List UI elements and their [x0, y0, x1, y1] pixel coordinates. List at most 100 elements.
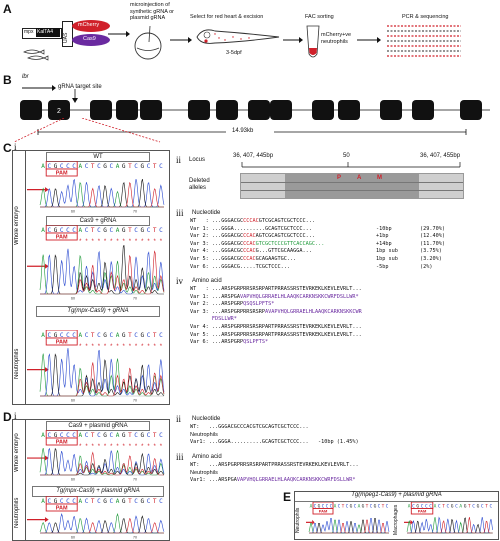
aa-id: Var 2: [190, 301, 212, 308]
nuc-var1-d-text: Var1: ...GGGA..........GCAGTCGCTCCC... -… [190, 439, 359, 445]
panel-label-e: E [283, 490, 292, 504]
base-call: G [103, 432, 107, 439]
neutrophils-sub-d1: Neutrophils [190, 432, 218, 438]
base-call: T [153, 432, 157, 439]
base-call: C [446, 504, 449, 510]
base-call: C [429, 504, 432, 510]
trace-G [309, 518, 389, 534]
cas9-label: Cas9 [83, 36, 96, 42]
base-call: G [122, 498, 126, 505]
aa-mut-part: VAPVHQLGRRAELHLAAQKCARKNSKKCWRFDSLLWR* [239, 293, 359, 300]
nuc-freq: (12.40%) [420, 233, 445, 240]
amino-acid-row: Var 5: ...ARSPGRPRRSRSRPARTPRRASSRSTEVRK… [190, 332, 495, 340]
aa-wt-part: ...ARSPGRPRRSRSRPARTPRRASSRSTEVRKEKLKEVL… [211, 331, 362, 338]
kalta4-label: KalTA4 [37, 29, 54, 35]
mismatch-star: * [135, 444, 138, 450]
exon [140, 100, 162, 120]
aa-id: Var 3: [190, 308, 212, 315]
mismatch-star: * [104, 239, 107, 245]
base-call: C [66, 227, 70, 234]
base-call: C [97, 432, 101, 439]
mismatch-star: * [98, 344, 101, 350]
aa-wt-part: ...ARSPGRP [211, 301, 244, 308]
base-call: C [386, 504, 389, 510]
nucleotide-row: Var 6: ...GGGACG.....TCGCTCCC... -5bp (2%) [190, 264, 495, 272]
panel-c-ii: ii [176, 155, 182, 165]
mismatch-star: * [154, 239, 157, 245]
arrow-icon [170, 37, 192, 43]
base-call: C [346, 504, 349, 510]
nuc-change: -5bp [376, 263, 389, 270]
base-call: C [109, 163, 113, 170]
mismatch-star: * [110, 344, 113, 350]
aa-id: Var 1: [190, 293, 212, 300]
tick-label: 70 [133, 536, 137, 540]
base-call: C [72, 163, 76, 170]
base-call: C [47, 432, 51, 439]
nuc-a: ...GGGACGC [211, 218, 244, 224]
pam-box: PAM [45, 225, 78, 241]
base-call: A [78, 332, 82, 339]
amino-acid-title-d: Amino acid [192, 454, 222, 460]
mismatch-star: * [135, 239, 138, 245]
base-call: C [134, 332, 138, 339]
locus-left: 36, 407, 445bp [233, 153, 274, 159]
sequencing-reads-icon [387, 25, 461, 57]
nuc-id: WT : [190, 218, 212, 224]
target-pointer-icon [72, 89, 78, 103]
nuc-c: AGTCGCAGTCGCTCCC... [255, 233, 315, 240]
base-call: C [85, 498, 89, 505]
aa-mut-part: QSQSLPFTS* [243, 301, 275, 308]
arrow-icon [283, 37, 303, 43]
base-call: T [91, 432, 95, 439]
mismatch-star: * [116, 239, 119, 245]
nuc-b: CCAC [243, 240, 256, 247]
panel-label-a: A [3, 2, 12, 16]
panel-label-b: B [3, 73, 12, 87]
base-call: T [91, 163, 95, 170]
base-call: T [91, 227, 95, 234]
base-call: C [438, 504, 441, 510]
base-call: A [116, 432, 120, 439]
locus-mid: 50 [343, 153, 350, 159]
nuc-a: ...GGGA [211, 225, 234, 232]
base-call: C [489, 504, 492, 510]
base-call: C [472, 504, 475, 510]
tick-label: 70 [133, 210, 137, 214]
base-call: T [468, 504, 471, 510]
aa-id: Var 5: [190, 331, 212, 338]
base-call: A [116, 498, 120, 505]
chromatogram-cas9-grna: Cas9 + gRNA A C G C C C A C T C G C A G T C G C T C PAM * * * * *… [26, 214, 168, 302]
chromatogram-wt: WT A C G C C C A C T C G C A G T C G C T C PAM 60 70 [26, 150, 168, 213]
amino-acid-title-c: Amino acid [192, 278, 222, 284]
base-call: C [322, 504, 325, 510]
base-call: C [134, 227, 138, 234]
base-call: T [485, 504, 488, 510]
base-call: A [78, 498, 82, 505]
nuc-a: ...GGGACGC [211, 233, 244, 240]
zoom-guide [13, 118, 161, 143]
locus-right: 36, 407, 455bp [420, 153, 461, 159]
nuc-a: ...GGGACGC [211, 248, 244, 255]
panel-c-iv: iv [176, 276, 184, 286]
base-call: A [116, 163, 120, 170]
panel-d-i: i [14, 411, 17, 421]
base-call: A [41, 163, 45, 170]
base-call: T [91, 498, 95, 505]
panel-label-c: C [3, 141, 12, 155]
exon [412, 100, 434, 120]
trace-G [40, 447, 165, 476]
nuc-a: ...GGGACGC [211, 255, 244, 262]
mismatch-star: * [147, 239, 150, 245]
base-call: T [128, 332, 132, 339]
deleted-alleles-track: P A M [240, 173, 464, 199]
mismatch-star: * [129, 344, 132, 350]
mismatch-star: * [116, 444, 119, 450]
zebrafish-parents-icon [23, 49, 49, 61]
microinjection-text: microinjection of synthetic gRNA or plas… [130, 2, 175, 21]
tube-icon [306, 25, 320, 58]
aa-id: Var 6: [190, 339, 212, 346]
nuc-b: CCCAC [243, 218, 259, 224]
mcherry-label: mCherry [78, 22, 100, 28]
nucleotide-row: Var 1: ...GGGA..........GCAGTCGCTCCC... -… [190, 226, 495, 234]
